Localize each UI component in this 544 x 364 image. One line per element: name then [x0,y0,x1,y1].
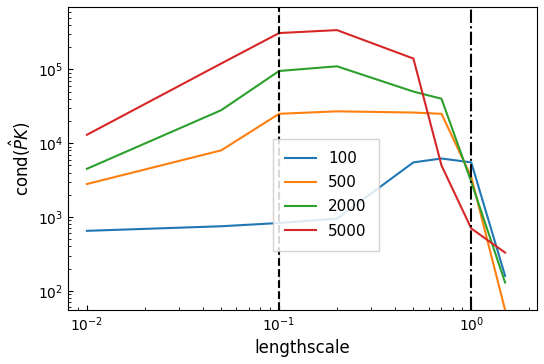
500 [84,182,90,186]
5000 [84,132,90,137]
Y-axis label: cond($\hat{P}K$): cond($\hat{P}K$) [7,121,33,196]
500 [333,109,340,114]
Legend: 100, 500, 2000, 5000: 100, 500, 2000, 5000 [273,139,379,251]
500 [502,308,508,312]
2000 [438,96,445,101]
500 [438,112,445,116]
2000 [84,167,90,171]
2000 [276,69,282,73]
100 [410,160,417,165]
Line: 5000: 5000 [87,30,505,253]
5000 [502,250,508,255]
5000 [468,226,474,231]
2000 [410,90,417,94]
5000 [333,28,340,32]
2000 [468,179,474,184]
X-axis label: lengthscale: lengthscale [255,339,350,357]
5000 [276,31,282,35]
100 [84,229,90,233]
5000 [218,61,225,66]
500 [218,148,225,153]
2000 [218,108,225,112]
100 [276,221,282,225]
Line: 100: 100 [87,158,505,276]
Line: 2000: 2000 [87,66,505,282]
100 [468,160,474,165]
100 [333,217,340,221]
5000 [438,163,445,167]
Line: 500: 500 [87,111,505,310]
2000 [333,64,340,68]
500 [410,110,417,115]
100 [438,156,445,161]
2000 [502,280,508,285]
500 [276,112,282,116]
500 [468,175,474,179]
100 [218,224,225,229]
100 [502,274,508,278]
5000 [410,56,417,61]
